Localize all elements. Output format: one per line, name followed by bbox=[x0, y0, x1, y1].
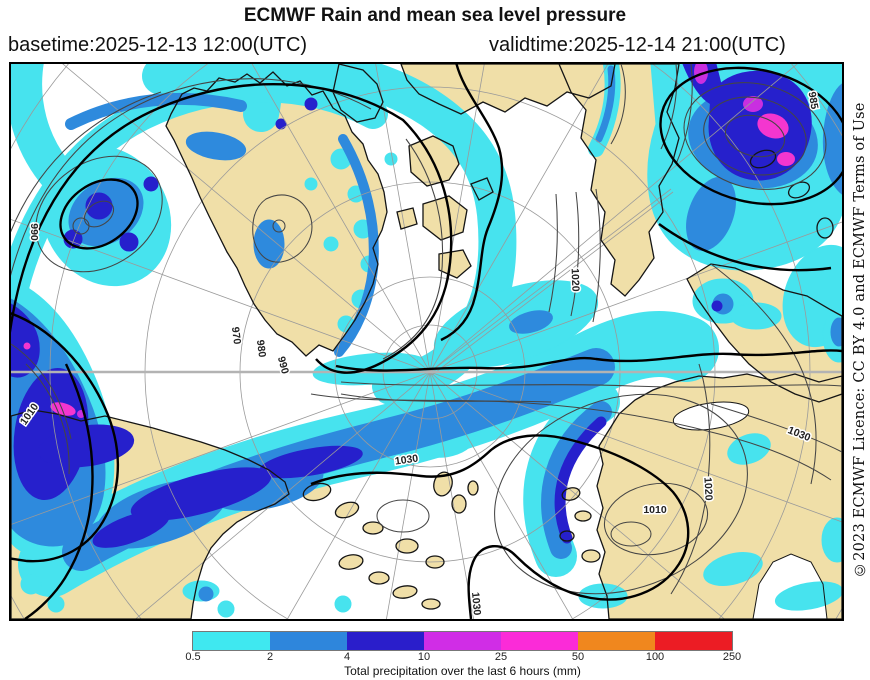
meridian-line bbox=[375, 64, 431, 373]
legend-colorbar bbox=[192, 631, 733, 651]
meridian-line bbox=[429, 371, 474, 619]
meridian-line bbox=[62, 64, 431, 373]
legend-tick: 250 bbox=[722, 651, 742, 663]
legend-tick: 10 bbox=[417, 651, 431, 663]
isobars-thick bbox=[11, 64, 842, 619]
legend-ticks: 0.5 2 4 10 25 50 100 250 bbox=[185, 650, 741, 663]
legend-color-cell bbox=[270, 632, 347, 650]
legend-tick: 25 bbox=[494, 651, 508, 663]
meridian-line bbox=[429, 64, 609, 373]
isobar-label: 970 bbox=[229, 326, 243, 345]
precip-legend: 0.5 2 4 10 25 50 100 250 Total precipitation ov… bbox=[185, 631, 741, 678]
coastlines bbox=[11, 64, 842, 619]
isobar-label: 985 bbox=[806, 91, 821, 110]
validtime-label: validtime:2025-12-14 21:00(UTC) bbox=[489, 34, 786, 56]
isobars-thin bbox=[11, 64, 842, 595]
page-title: ECMWF Rain and mean sea level pressure bbox=[243, 5, 627, 26]
legend-tick: 50 bbox=[571, 651, 585, 663]
legend-tick: 2 bbox=[266, 651, 274, 663]
basetime-label: basetime:2025-12-13 12:00(UTC) bbox=[8, 34, 308, 56]
legend-color-cell bbox=[655, 632, 732, 650]
meridian-line bbox=[11, 371, 431, 525]
isobar-label: 1010 bbox=[643, 504, 667, 516]
map-canvas: 9909709809901030103010101020103010209851… bbox=[11, 64, 842, 619]
meridian-line bbox=[429, 221, 842, 373]
isobar-label: 1020 bbox=[701, 477, 714, 501]
isobar-label: 1030 bbox=[469, 592, 483, 616]
meridian-line bbox=[429, 371, 725, 619]
meridian-line bbox=[286, 371, 431, 619]
meridian-line bbox=[135, 371, 431, 619]
meridian-line bbox=[429, 371, 842, 523]
meridian-line bbox=[11, 219, 431, 373]
legend-color-cell bbox=[578, 632, 655, 650]
isobar-label: 990 bbox=[28, 223, 40, 241]
meridian-line bbox=[429, 64, 798, 373]
legend-caption: Total precipitation over the last 6 hour… bbox=[344, 664, 581, 678]
isobar-label: 1020 bbox=[569, 268, 582, 292]
meridian-line bbox=[386, 371, 431, 619]
legend-color-cell bbox=[193, 632, 270, 650]
isobar-label: 980 bbox=[254, 339, 268, 358]
legend-tick: 4 bbox=[343, 651, 351, 663]
legend-color-cell bbox=[501, 632, 578, 650]
legend-color-cell bbox=[347, 632, 424, 650]
legend-tick: 0.5 bbox=[185, 651, 201, 663]
copyright-vertical-text: ©2023 ECMWF Licence: CC BY 4.0 and ECMWF… bbox=[852, 102, 868, 578]
legend-color-cell bbox=[424, 632, 501, 650]
isobar-label: 1030 bbox=[394, 452, 419, 467]
legend-tick: 100 bbox=[645, 651, 665, 663]
weather-map: 990 970 980 990 1030 1030 1010 1020 1030 1020 985 1… bbox=[9, 62, 844, 621]
meridian-line bbox=[251, 64, 431, 373]
